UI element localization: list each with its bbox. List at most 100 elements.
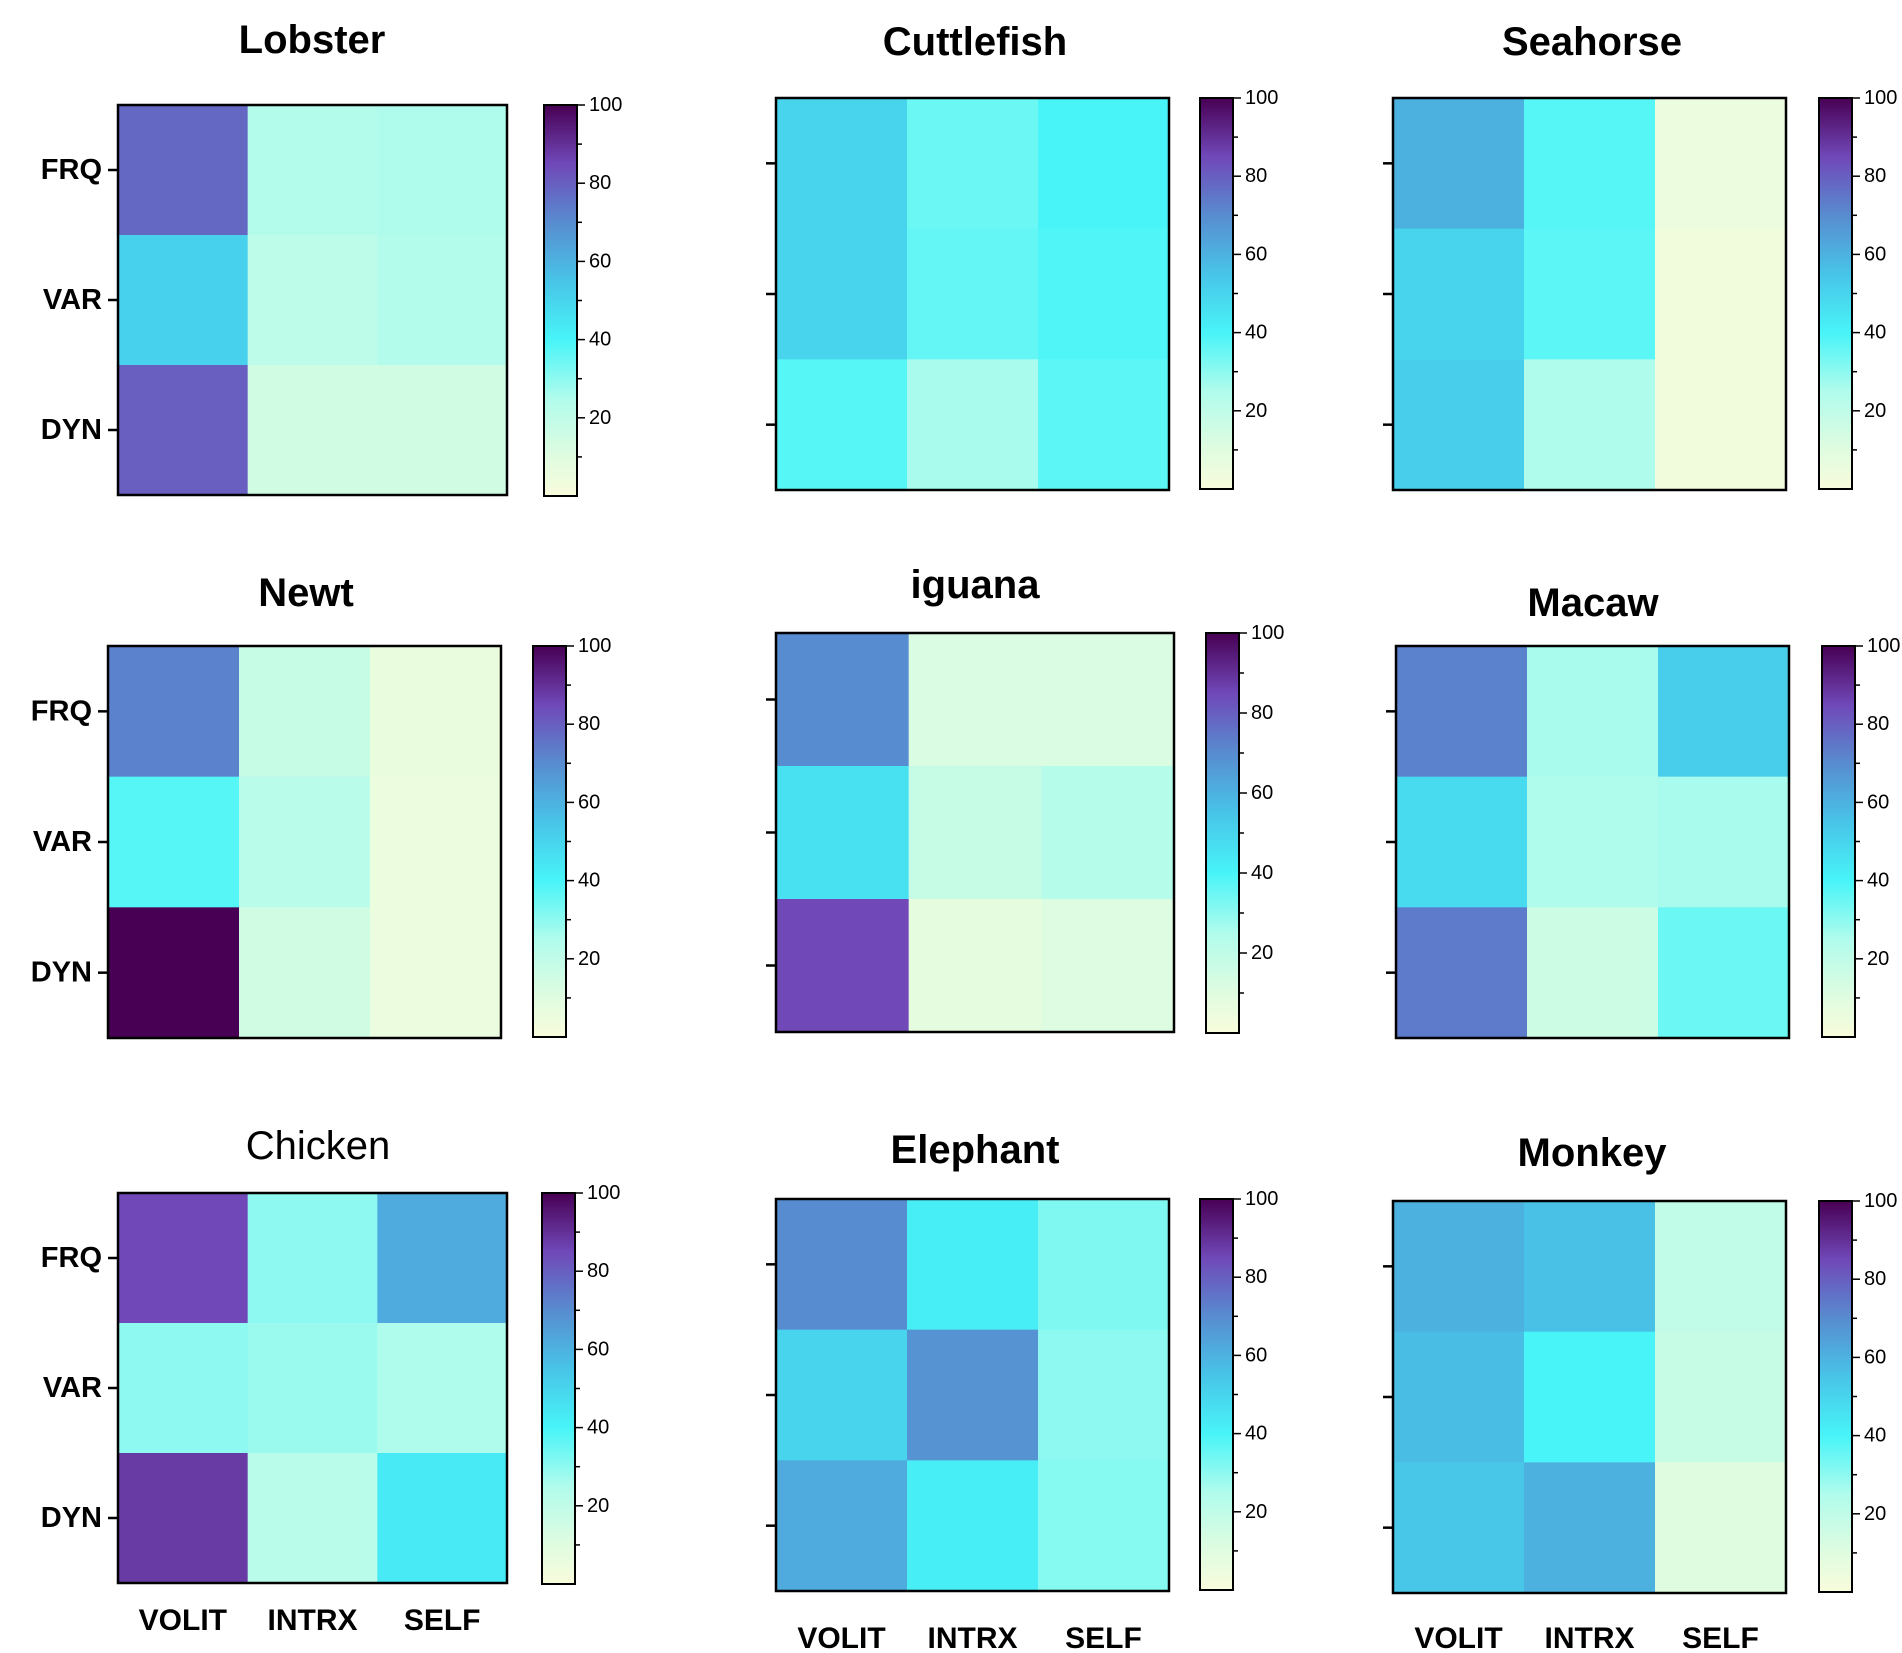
colorbar-tick-label: 80 [1864,1268,1886,1290]
heatmap-cell [776,899,910,1033]
panel-title: Cuttlefish [883,20,1067,64]
column-label: VOLIT [1414,1622,1502,1653]
colorbar-tick-label: 20 [1245,400,1267,422]
panel-title: Chicken [246,1124,391,1168]
heatmap-cell [908,766,1042,900]
heatmap-cell [1524,1331,1656,1463]
heatmap-cell [377,105,508,236]
heatmap-cell [1393,98,1525,230]
heatmap-cell [239,907,371,1039]
colorbar-tick-label: 40 [589,329,611,351]
heatmap-cell [247,1453,378,1584]
heatmap-cell [377,365,508,496]
heatmap-cell [118,1323,249,1454]
row-label: FRQ [31,695,92,727]
heatmap-cell [1527,646,1659,778]
heatmap-cell [1396,646,1528,778]
colorbar-tick-label: 40 [1864,1425,1886,1447]
heatmap-cell [776,633,910,767]
heatmap-cell [118,365,249,496]
heatmap-cell [118,1193,249,1324]
heatmap-cell [1041,633,1175,767]
heatmap-cell [907,1199,1039,1331]
heatmap-cell [1527,776,1659,908]
heatmap-cell [1393,1331,1525,1463]
heatmap-panel-lobster: Lobster FRQ VAR DYN 20 40 60 80 100 [41,18,622,497]
row-label: VAR [33,826,92,858]
row-label: FRQ [41,154,102,186]
heatmap-cell [1041,766,1175,900]
colorbar [1199,1198,1234,1591]
heatmap-cell [1393,1462,1525,1594]
row-label: VAR [43,284,102,316]
colorbar-tick-label: 100 [1251,622,1284,644]
heatmap-cell [1655,359,1787,491]
colorbar-tick-label: 20 [589,407,611,429]
colorbar-tick-label: 100 [587,1182,620,1204]
colorbar-tick-label: 40 [1245,1423,1267,1445]
colorbar [1818,1200,1853,1593]
heatmap-cell [1393,1201,1525,1333]
heatmap-cell [776,766,910,900]
colorbar-tick-label: 80 [1251,702,1273,724]
heatmap-cell [1524,228,1656,360]
heatmap-cell [1396,776,1528,908]
heatmap-cell [907,1460,1039,1592]
row-label: DYN [41,414,102,446]
heatmap-panel-chicken: Chicken FRQ VAR DYN VOLIT INTRX SELF 20 40 60 80 10… [41,1124,621,1637]
column-label: INTRX [928,1622,1018,1653]
column-label: VOLIT [139,1604,227,1637]
colorbar-tick-label: 40 [587,1417,609,1439]
colorbar-tick-label: 40 [1245,322,1267,344]
heatmap-cell [908,633,1042,767]
column-label: SELF [1682,1622,1759,1653]
panel-title: Seahorse [1502,20,1682,64]
heatmap-cell [1038,1199,1170,1331]
heatmap-cell [377,1453,508,1584]
colorbar-tick-label: 20 [1245,1501,1267,1523]
row-label: DYN [31,957,92,989]
colorbar-tick-label: 60 [1245,243,1267,265]
column-label: VOLIT [797,1622,885,1653]
heatmap-panel-monkey: MonkeyFRQVARDYNVOLITINTRXSELF20406080100 [1383,1131,1897,1653]
heatmap-cell [247,1323,378,1454]
colorbar-tick-label: 60 [587,1338,609,1360]
colorbar-tick-label: 20 [1864,400,1886,422]
colorbar-tick-label: 60 [1867,791,1889,813]
heatmap-cell [907,359,1039,491]
panel-title: Newt [258,571,354,615]
colorbar-tick-label: 80 [589,172,611,194]
heatmap-cell [370,907,502,1039]
heatmap-cell [1038,98,1170,230]
column-label: INTRX [1545,1622,1635,1653]
colorbar-tick-label: 20 [1251,942,1273,964]
heatmap-cell [776,1199,908,1331]
heatmap-panel-seahorse: SeahorseFRQVARDYN20406080100 [1383,20,1897,492]
colorbar-tick-label: 20 [587,1495,609,1517]
colorbar-tick-label: 100 [1867,635,1900,657]
heatmap-cell [377,1193,508,1324]
heatmap-panel-macaw: MacawFRQVARDYN20406080100 [1386,581,1900,1040]
colorbar-tick-label: 20 [1864,1503,1886,1525]
heatmap-cell [247,235,378,366]
colorbar-tick-label: 60 [1245,1344,1267,1366]
heatmap-cell [907,1329,1039,1461]
colorbar-tick-label: 40 [1864,322,1886,344]
heatmap-cell [118,1453,249,1584]
colorbar-tick-label: 100 [578,635,611,657]
colorbar-tick-label: 80 [1864,165,1886,187]
heatmap-cell [907,98,1039,230]
heatmap-cell [908,899,1042,1033]
heatmap-cell [1655,98,1787,230]
heatmap-cell [1524,1201,1656,1333]
heatmap-cell [1393,359,1525,491]
colorbar [532,645,567,1038]
panel-title: Monkey [1518,1131,1668,1175]
heatmap-cell [776,1460,908,1592]
heatmap-panel-iguana: iguanaFRQVARDYN20406080100 [766,563,1284,1034]
colorbar-tick-label: 100 [1245,1188,1278,1210]
heatmap-cell [1038,228,1170,360]
heatmap-cell [1658,907,1790,1039]
row-label: VAR [43,1372,102,1404]
